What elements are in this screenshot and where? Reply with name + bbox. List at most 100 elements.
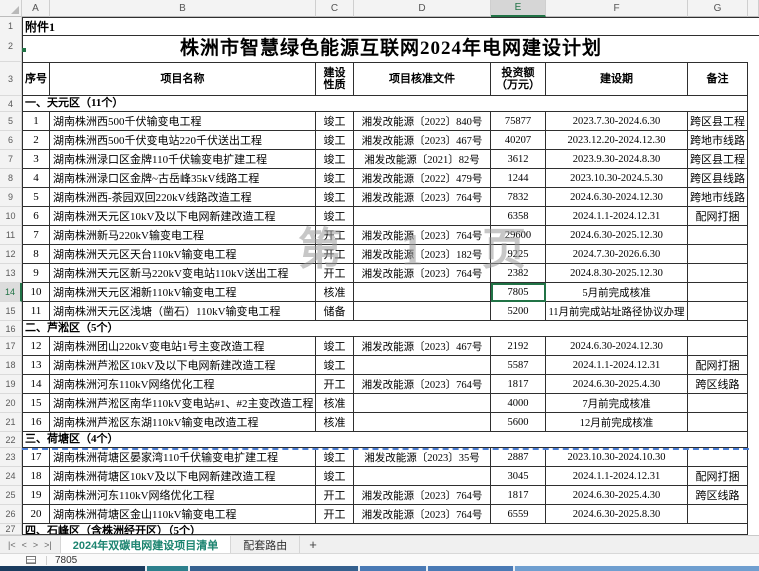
- status-grid-icon[interactable]: [26, 556, 36, 564]
- cell-no[interactable]: 1: [22, 112, 50, 131]
- row-number[interactable]: 24: [0, 467, 22, 486]
- cell-name[interactable]: 湖南株洲荷塘区金山110kV输变电工程: [50, 505, 316, 524]
- cell-period[interactable]: 2023.10.30-2024.5.30: [546, 169, 688, 188]
- cell-name[interactable]: 湖南株洲天元区10kV及以下电网新建改造工程: [50, 207, 316, 226]
- cell-period[interactable]: 2024.7.30-2026.6.30: [546, 245, 688, 264]
- sheet-title-cell[interactable]: 株洲市智慧绿色能源互联网2024年电网建设计划: [22, 31, 759, 62]
- cell-investment[interactable]: 4000: [491, 394, 546, 413]
- cell-nature[interactable]: 竣工: [316, 188, 354, 207]
- cell-investment[interactable]: 1817: [491, 486, 546, 505]
- row-number[interactable]: 26: [0, 505, 22, 524]
- row-number[interactable]: 7: [0, 150, 22, 169]
- cell-investment[interactable]: 6559: [491, 505, 546, 524]
- cell-doc[interactable]: 湘发改能源〔2022〕479号: [354, 169, 491, 188]
- cell-nature[interactable]: 开工: [316, 245, 354, 264]
- cell-doc[interactable]: 湘发改能源〔2023〕764号: [354, 226, 491, 245]
- header-cell-name[interactable]: 项目名称: [50, 62, 316, 96]
- cell-nature[interactable]: 竣工: [316, 448, 354, 467]
- cell-nature[interactable]: 核准: [316, 283, 354, 302]
- cell-note[interactable]: [688, 226, 748, 245]
- cell-investment[interactable]: 3612: [491, 150, 546, 169]
- cell-note[interactable]: 配网打捆: [688, 467, 748, 486]
- row-number[interactable]: 14: [0, 283, 22, 302]
- cell-investment[interactable]: 2887: [491, 448, 546, 467]
- row-number[interactable]: 5: [0, 112, 22, 131]
- cell-name[interactable]: 湖南株洲天元区湘新110kV输变电工程: [50, 283, 316, 302]
- cell-period[interactable]: 12月前完成核准: [546, 413, 688, 432]
- sheet-tab-peitao-luyou[interactable]: 配套路由: [231, 536, 301, 553]
- attachment-cell[interactable]: 附件1: [22, 17, 759, 36]
- cell-no[interactable]: 15: [22, 394, 50, 413]
- cell-note[interactable]: 跨区县工程: [688, 150, 748, 169]
- cell-nature[interactable]: 开工: [316, 505, 354, 524]
- cell-note[interactable]: [688, 413, 748, 432]
- cell-period[interactable]: 11月前完成站址路径协议办理: [546, 302, 688, 321]
- row-number[interactable]: 11: [0, 226, 22, 245]
- cell-name[interactable]: 湖南株洲芦淞区南华110kV变电站#1、#2主变改造工程: [50, 394, 316, 413]
- first-sheet-icon[interactable]: |<: [8, 539, 16, 550]
- cell-nature[interactable]: 竣工: [316, 150, 354, 169]
- cell-nature[interactable]: 竣工: [316, 169, 354, 188]
- cell-note[interactable]: 跨地市线路: [688, 188, 748, 207]
- cell-doc[interactable]: 湘发改能源〔2023〕182号: [354, 245, 491, 264]
- cell-nature[interactable]: 竣工: [316, 337, 354, 356]
- cell-doc[interactable]: [354, 356, 491, 375]
- row-number[interactable]: 2: [0, 31, 22, 62]
- row-number[interactable]: 9: [0, 188, 22, 207]
- row-number[interactable]: 21: [0, 413, 22, 432]
- cell-doc[interactable]: [354, 207, 491, 226]
- column-header-f[interactable]: F: [546, 0, 688, 17]
- row-number[interactable]: 12: [0, 245, 22, 264]
- cell-no[interactable]: 18: [22, 467, 50, 486]
- header-cell-note[interactable]: 备注: [688, 62, 748, 96]
- cell-nature[interactable]: 储备: [316, 302, 354, 321]
- cell-doc[interactable]: 湘发改能源〔2023〕764号: [354, 375, 491, 394]
- cell-no[interactable]: 6: [22, 207, 50, 226]
- prev-sheet-icon[interactable]: <: [21, 539, 27, 550]
- cell-note[interactable]: [688, 245, 748, 264]
- cell-name[interactable]: 湖南株洲天元区浅塘（凿石）110kV输变电工程: [50, 302, 316, 321]
- cell-no[interactable]: 16: [22, 413, 50, 432]
- cell-doc[interactable]: 湘发改能源〔2023〕467号: [354, 337, 491, 356]
- row-number[interactable]: 23: [0, 448, 22, 467]
- cell-note[interactable]: 配网打捆: [688, 207, 748, 226]
- cell-name[interactable]: 湖南株洲天元区新马220kV变电站110kV送出工程: [50, 264, 316, 283]
- cell-no[interactable]: 4: [22, 169, 50, 188]
- cell-nature[interactable]: 竣工: [316, 207, 354, 226]
- cell-investment[interactable]: 5600: [491, 413, 546, 432]
- cell-period[interactable]: 2024.6.30-2025.4.30: [546, 375, 688, 394]
- row-number[interactable]: 20: [0, 394, 22, 413]
- cell-note[interactable]: [688, 505, 748, 524]
- cell-no[interactable]: 13: [22, 356, 50, 375]
- cell-period[interactable]: 2023.9.30-2024.8.30: [546, 150, 688, 169]
- add-sheet-button[interactable]: +: [309, 537, 317, 552]
- cell-note[interactable]: 跨区县线路: [688, 169, 748, 188]
- cell-investment[interactable]: 29600: [491, 226, 546, 245]
- cell-no[interactable]: 14: [22, 375, 50, 394]
- cell-name[interactable]: 湖南株洲渌口区金牌~古岳峰35kV线路工程: [50, 169, 316, 188]
- header-cell-no[interactable]: 序号: [22, 62, 50, 96]
- cell-period[interactable]: 2024.6.30-2024.12.30: [546, 188, 688, 207]
- cell-investment[interactable]: 5587: [491, 356, 546, 375]
- cell-period[interactable]: 2023.7.30-2024.6.30: [546, 112, 688, 131]
- cell-doc[interactable]: [354, 413, 491, 432]
- column-header-a[interactable]: A: [22, 0, 50, 17]
- cell-period[interactable]: 2024.1.1-2024.12.31: [546, 467, 688, 486]
- column-header-b[interactable]: B: [50, 0, 316, 17]
- cell-period[interactable]: 2024.6.30-2025.4.30: [546, 486, 688, 505]
- row-number[interactable]: 19: [0, 375, 22, 394]
- header-cell-period[interactable]: 建设期: [546, 62, 688, 96]
- row-number[interactable]: 27: [0, 524, 22, 535]
- cell-investment[interactable]: 1244: [491, 169, 546, 188]
- section-title[interactable]: 三、荷塘区（4个）: [22, 432, 748, 448]
- cell-note[interactable]: [688, 283, 748, 302]
- cell-period[interactable]: 5月前完成核准: [546, 283, 688, 302]
- row-number[interactable]: 17: [0, 337, 22, 356]
- header-cell-investment[interactable]: 投资额 （万元）: [491, 62, 546, 96]
- cell-name[interactable]: 湖南株洲天元区天台110kV输变电工程: [50, 245, 316, 264]
- row-number[interactable]: 13: [0, 264, 22, 283]
- cell-doc[interactable]: 湘发改能源〔2023〕467号: [354, 131, 491, 150]
- cell-note[interactable]: 跨地市线路: [688, 131, 748, 150]
- cell-no[interactable]: 8: [22, 245, 50, 264]
- cell-name[interactable]: 湖南株洲河东110kV网络优化工程: [50, 375, 316, 394]
